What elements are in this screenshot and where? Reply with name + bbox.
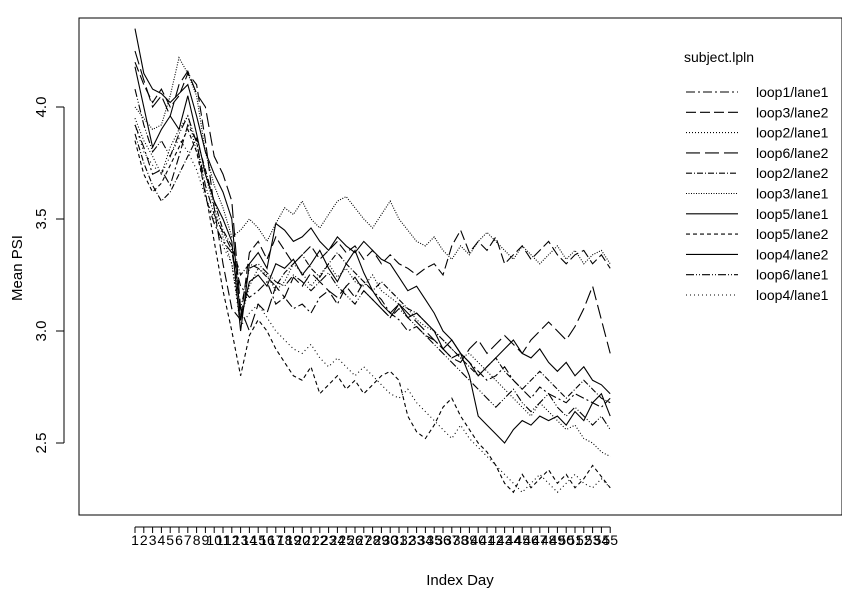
- series-line-loop6-lane2: [134, 50, 611, 364]
- x-tick-label: 21: [303, 532, 319, 548]
- x-tick-label: 31: [391, 532, 407, 548]
- x-tick-label: 17: [268, 532, 284, 548]
- x-tick-label: 12: [224, 532, 240, 548]
- series-line-loop6-lane1: [134, 88, 611, 430]
- x-tick-label: 23: [321, 532, 337, 548]
- x-tick-label: 13: [233, 532, 249, 548]
- x-tick-label: 44: [506, 532, 522, 548]
- x-tick-label: 1: [131, 532, 139, 548]
- x-tick-label: 4: [158, 532, 166, 548]
- legend-entry-label: loop6/lane1: [756, 267, 829, 283]
- x-tick-label: 36: [435, 532, 451, 548]
- y-axis: 2.5 3.0 3.5 4.0: [33, 97, 65, 454]
- x-tick-label: 28: [365, 532, 381, 548]
- y-tick-label: 3.0: [33, 321, 50, 342]
- series-line-loop4-lane1: [134, 124, 611, 494]
- x-tick-label: 39: [462, 532, 478, 548]
- x-tick-label: 9: [202, 532, 210, 548]
- x-tick-label: 29: [374, 532, 390, 548]
- x-axis-label: Index Day: [426, 572, 494, 589]
- legend-title: subject.lpln: [684, 49, 754, 65]
- x-tick-label: 46: [523, 532, 539, 548]
- x-tick-label: 24: [330, 532, 346, 548]
- legend-entry-label: loop4/lane2: [756, 246, 829, 262]
- x-tick-label: 43: [497, 532, 513, 548]
- series-line-loop3-lane1: [134, 56, 611, 265]
- x-tick-label: 30: [382, 532, 398, 548]
- y-tick-label: 3.5: [33, 209, 50, 230]
- legend-entry-label: loop1/lane1: [756, 84, 829, 100]
- x-tick-label: 51: [567, 532, 583, 548]
- x-tick-label: 5: [166, 532, 174, 548]
- legend-entry-label: loop5/lane1: [756, 206, 829, 222]
- x-tick-label: 32: [400, 532, 416, 548]
- series-line-loop2-lane1: [134, 114, 611, 457]
- x-tick-label: 15: [250, 532, 266, 548]
- series-line-loop4-lane2: [134, 66, 611, 395]
- x-tick-label: 49: [550, 532, 566, 548]
- x-tick-label: 48: [541, 532, 557, 548]
- x-tick-label: 10: [206, 532, 222, 548]
- x-tick-label: 25: [338, 532, 354, 548]
- x-tick-label: 47: [532, 532, 548, 548]
- x-tick-label: 22: [312, 532, 328, 548]
- x-tick-label: 27: [356, 532, 372, 548]
- legend-entry-label: loop2/lane1: [756, 125, 829, 141]
- x-tick-label: 2: [140, 532, 148, 548]
- x-tick-label: 41: [479, 532, 495, 548]
- legend-entry-label: loop5/lane2: [756, 226, 829, 242]
- y-tick-label: 2.5: [33, 433, 50, 454]
- series-line-loop1-lane1: [134, 123, 611, 408]
- series-lines: [134, 28, 611, 494]
- x-tick-label: 26: [347, 532, 363, 548]
- legend-entry-label: loop2/lane2: [756, 165, 829, 181]
- x-tick-label: 38: [453, 532, 469, 548]
- x-tick-label: 50: [558, 532, 574, 548]
- x-tick-label: 18: [277, 532, 293, 548]
- x-tick-label: 6: [175, 532, 183, 548]
- x-tick-label: 55: [602, 532, 618, 548]
- legend-entry-label: loop3/lane2: [756, 104, 829, 120]
- x-tick-label: 52: [576, 532, 592, 548]
- y-tick-label: 4.0: [33, 97, 50, 118]
- x-tick-label: 40: [470, 532, 486, 548]
- legend-entry-label: loop4/lane1: [756, 287, 829, 303]
- plot-area-frame: [78, 17, 842, 516]
- x-tick-label: 33: [409, 532, 425, 548]
- x-tick-label: 54: [594, 532, 610, 548]
- x-tick-label: 11: [216, 532, 231, 548]
- series-line-loop5-lane2: [134, 128, 611, 494]
- x-tick-label: 8: [193, 532, 201, 548]
- series-line-loop5-lane1: [134, 28, 611, 444]
- legend-entry-label: loop6/lane2: [756, 145, 829, 161]
- series-line-loop3-lane2: [134, 61, 611, 322]
- legend-entry-label: loop3/lane1: [756, 186, 829, 202]
- legend: subject.lpln loop1/lane1 loop3/lane2 loop2…: [684, 49, 829, 303]
- x-tick-label: 34: [418, 532, 434, 548]
- x-tick-label: 35: [426, 532, 442, 548]
- series-line-loop2-lane2: [134, 133, 611, 404]
- x-tick-label: 45: [514, 532, 530, 548]
- x-tick-label: 14: [242, 532, 258, 548]
- x-tick-label: 19: [286, 532, 302, 548]
- x-tick-label: 20: [294, 532, 310, 548]
- x-tick-label: 53: [585, 532, 601, 548]
- x-tick-label: 37: [444, 532, 460, 548]
- y-axis-label: Mean PSI: [9, 235, 26, 301]
- x-tick-label: 7: [184, 532, 192, 548]
- x-tick-label: 3: [149, 532, 157, 548]
- x-tick-label: 42: [488, 532, 504, 548]
- x-tick-label: 16: [259, 532, 275, 548]
- x-axis: 1 2 3 4 5 6 7 8 91011121314151617181920212223242…: [131, 526, 618, 548]
